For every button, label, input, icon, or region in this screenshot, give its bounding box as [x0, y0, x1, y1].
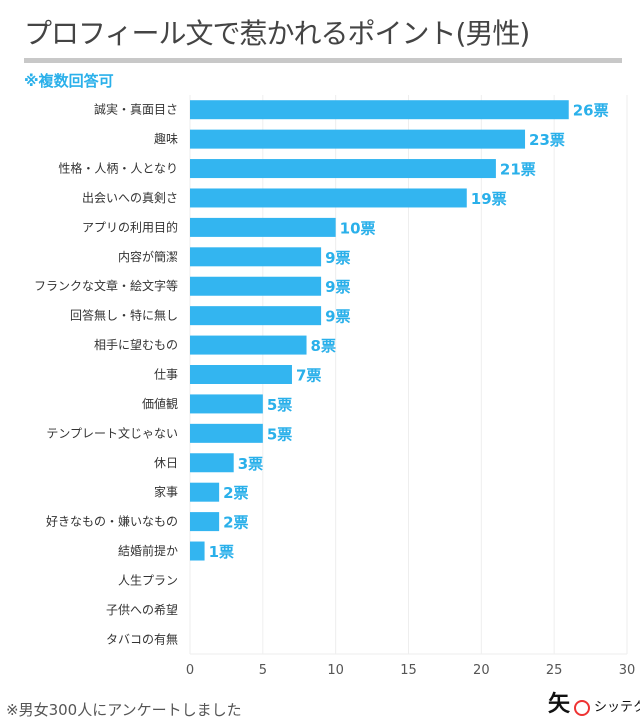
data-label: 7票	[296, 367, 321, 385]
category-label: 家事	[154, 484, 178, 499]
x-tick-label: 0	[186, 663, 194, 678]
bar	[190, 276, 322, 296]
data-label: 5票	[267, 396, 292, 414]
category-label: アプリの利用目的	[82, 219, 178, 234]
category-label: 好きなもの・嫌いなもの	[46, 515, 178, 529]
category-label: 相手に望むもの	[94, 338, 178, 352]
category-label: フランクな文章・絵文字等	[34, 278, 178, 293]
bar	[190, 541, 205, 561]
data-label: 9票	[325, 308, 350, 326]
x-tick-label: 15	[400, 663, 417, 678]
bar	[190, 423, 263, 443]
x-tick-label: 5	[259, 663, 267, 678]
x-tick-label: 20	[473, 663, 490, 678]
data-label: 26票	[573, 102, 609, 120]
bar	[190, 247, 322, 267]
category-label: 人生プラン	[118, 573, 178, 587]
data-label: 19票	[471, 190, 507, 208]
bar	[190, 512, 220, 532]
category-label: 出会いへの真剣さ	[82, 191, 178, 205]
data-label: 10票	[340, 219, 376, 237]
category-label: 子供への希望	[106, 602, 178, 617]
category-label: 仕事	[154, 368, 178, 382]
data-label: 3票	[238, 455, 263, 473]
data-label: 9票	[325, 278, 350, 296]
bar	[190, 365, 292, 384]
category-label: 内容が簡潔	[118, 249, 178, 264]
category-label: テンプレート文じゃない	[46, 425, 178, 440]
bar	[190, 129, 526, 149]
bar	[190, 100, 569, 120]
bar	[190, 394, 263, 414]
data-label: 5票	[267, 425, 292, 443]
x-tick-label: 10	[327, 663, 344, 678]
category-label: 趣味	[154, 131, 178, 146]
data-label: 1票	[209, 543, 234, 561]
logo: 矢シッテク	[548, 692, 640, 717]
category-label: 価値観	[142, 396, 178, 411]
bar	[190, 453, 234, 473]
bar	[190, 188, 467, 208]
bar	[190, 306, 322, 326]
data-label: 23票	[529, 131, 565, 149]
page-title: プロフィール文で惹かれるポイント(男性)	[24, 17, 530, 50]
bar	[190, 217, 336, 237]
category-label: 結婚前提か	[118, 543, 178, 558]
category-label: 性格・人柄・人となり	[58, 161, 178, 176]
x-tick-label: 30	[619, 663, 636, 678]
category-label: 誠実・真面目さ	[94, 102, 178, 117]
survey-note: ※男女300人にアンケートしました	[6, 701, 242, 719]
data-label: 2票	[223, 514, 248, 532]
data-label: 8票	[311, 337, 336, 355]
data-label: 2票	[223, 484, 248, 502]
bar	[190, 335, 307, 355]
category-label: 回答無し・特に無し	[70, 308, 178, 323]
bar	[190, 482, 220, 502]
category-label: 休日	[154, 456, 178, 470]
category-label: タバコの有無	[106, 631, 178, 646]
x-tick-label: 25	[546, 663, 563, 678]
logo-face-icon	[574, 699, 591, 716]
data-label: 21票	[500, 161, 536, 179]
bar	[190, 159, 496, 179]
title-divider	[24, 58, 622, 63]
multiple-answer-note: ※複数回答可	[24, 72, 114, 90]
data-label: 9票	[325, 249, 350, 267]
